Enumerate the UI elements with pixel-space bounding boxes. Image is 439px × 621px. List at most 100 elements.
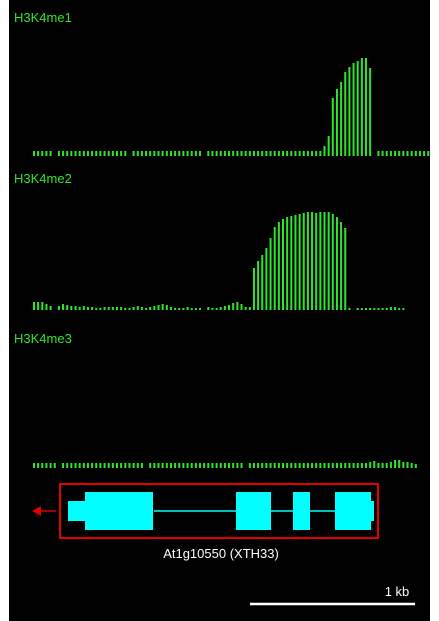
scale-bar-label: 1 kb [385,584,410,599]
signal-bar [211,463,214,468]
signal-bar [269,463,272,468]
gene-model: At1g10550 (XTH33) [32,483,379,561]
signal-bar [62,463,65,468]
signal-bar [157,305,160,310]
signal-bar [157,463,160,468]
signal-bar [302,213,305,310]
track-label-h3k4me2: H3K4me2 [14,171,72,186]
signal-bar [319,212,322,310]
signal-bar [223,151,226,156]
signal-bar [311,212,314,310]
signal-bar [298,214,301,310]
signal-bar [186,151,189,156]
signal-bar [111,307,114,310]
signal-bar [236,151,239,156]
signal-bar [132,463,135,468]
signal-bar [344,228,347,310]
signal-bar [165,305,168,310]
signal-bar [194,151,197,156]
signal-bar [369,308,372,310]
signal-bar [174,308,177,310]
scale-bar: 1 kb [250,584,415,606]
signal-bar [294,463,297,468]
signal-bar [161,463,164,468]
signal-bar [124,151,127,156]
signal-bar [252,151,255,156]
signal-bar [257,261,260,310]
signal-bar [70,463,73,468]
signal-bar [248,307,251,310]
signal-bar [290,463,293,468]
signal-bar [394,460,397,468]
signal-bar [116,463,118,468]
signal-bar [319,463,322,468]
signal-bar [116,151,118,156]
signal-bar [240,304,243,310]
signal-bar [161,304,164,310]
signal-bar [381,308,384,310]
signal-bar [66,463,69,468]
signal-bar [82,151,85,156]
signal-bar [219,463,222,468]
signal-bar [74,151,77,156]
signal-bar [244,151,247,156]
signal-bar [381,463,384,468]
signal-bar [207,463,210,468]
signal-bar [385,463,388,468]
signal-bar [282,463,284,468]
signal-bar [103,463,106,468]
signal-bar [95,463,98,468]
gene-name-label: At1g10550 (XTH33) [163,546,279,561]
signal-bar [37,463,40,468]
signal-bar [219,307,222,310]
signal-bar [169,307,172,310]
signal-bar [190,151,193,156]
signal-bar [273,227,276,310]
signal-bar [149,307,152,310]
signal-bar [41,302,44,310]
signal-bar [402,462,405,468]
signal-bar [302,151,305,156]
signal-bar [161,151,164,156]
utr-block [68,501,86,521]
signal-bar [37,151,40,156]
signal-bar [178,463,181,468]
signal-bar [111,151,114,156]
gene-highlight-box [59,483,379,539]
signal-bar [91,151,94,156]
signal-bar [385,151,388,156]
signal-bar [136,151,139,156]
signal-bar [215,151,218,156]
signal-bar [140,151,143,156]
signal-bar [282,151,284,156]
utr-end-block [370,501,374,521]
signal-bar [373,461,376,468]
signal-bar [306,463,309,468]
signal-bar [298,151,301,156]
signal-bar [265,463,268,468]
signal-bar [398,460,401,468]
signal-bar [49,151,52,156]
signal-bar [207,307,210,310]
signal-bar [99,463,102,468]
exon-2 [236,492,271,530]
signal-bar [211,151,214,156]
signal-bar [257,151,260,156]
signal-bar [190,463,193,468]
signal-bar [406,462,409,468]
signal-bar [385,308,388,310]
signal-bar [136,306,139,310]
signal-bar [398,151,401,156]
signal-bars-h3k4me3 [33,460,417,468]
signal-bar [33,463,35,468]
signal-bar [128,308,131,310]
signal-bar [41,151,44,156]
signal-bar [327,212,330,310]
signal-bar [165,463,168,468]
signal-bar [186,463,189,468]
signal-bar [377,308,380,310]
signal-bar [132,151,135,156]
signal-bar [286,151,289,156]
signal-bar [381,151,384,156]
signal-bar [199,463,201,468]
